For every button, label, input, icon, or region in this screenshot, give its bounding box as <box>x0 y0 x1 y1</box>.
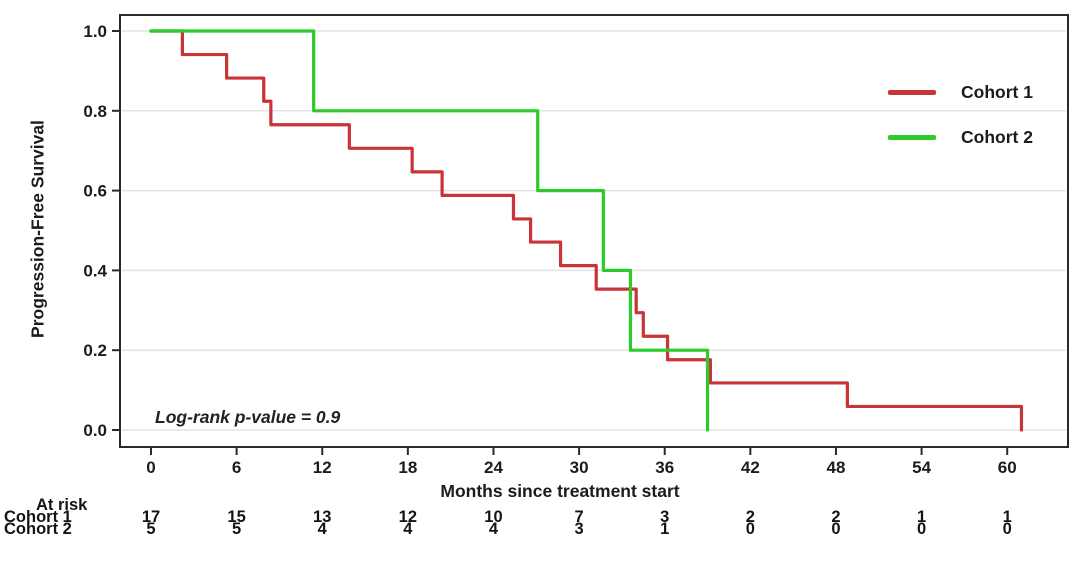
y-tick-label: 0.2 <box>83 341 107 360</box>
at-risk-count: 13 <box>313 508 332 526</box>
survival-curve-cohort-1 <box>149 29 1024 432</box>
at-risk-count: 1 <box>1002 508 1012 526</box>
at-risk-count: 1 <box>916 508 927 526</box>
at-risk-count: 3 <box>574 520 584 538</box>
at-risk-count: 2 <box>745 508 755 526</box>
at-risk-count: 3 <box>660 508 670 526</box>
at-risk-row: At risk <box>0 497 1080 514</box>
at-risk-row-label: Cohort 1 <box>4 508 72 526</box>
x-tick-label: 48 <box>826 458 845 477</box>
x-tick-label: 60 <box>998 458 1017 477</box>
y-tick-label: 0.8 <box>83 102 107 121</box>
legend: Cohort 1 Cohort 2 <box>888 70 1033 160</box>
legend-label: Cohort 2 <box>961 127 1033 147</box>
legend-item: Cohort 1 <box>888 70 1033 115</box>
at-risk-row: Cohort 2 5 5 4 4 4 3 1 0 0 0 0 <box>0 521 1080 538</box>
at-risk-count: 4 <box>317 520 327 538</box>
y-tick-label: 0.0 <box>83 421 107 440</box>
at-risk-count: 0 <box>745 520 755 538</box>
at-risk-row-label: Cohort 2 <box>4 520 72 538</box>
x-tick-label: 36 <box>655 458 674 477</box>
x-tick-label: 24 <box>484 458 503 477</box>
at-risk-count: 0 <box>831 520 841 538</box>
x-tick-label: 12 <box>313 458 332 477</box>
at-risk-count: 0 <box>916 520 927 538</box>
logrank-pvalue-annotation: Log-rank p-value = 0.9 <box>155 407 341 427</box>
legend-label: Cohort 1 <box>961 82 1033 102</box>
x-axis-title: Months since treatment start <box>440 481 680 501</box>
x-tick-label: 18 <box>398 458 417 477</box>
at-risk-count: 4 <box>488 520 499 538</box>
y-tick-label: 0.4 <box>83 261 107 280</box>
x-tick-label: 30 <box>570 458 589 477</box>
at-risk-count: 10 <box>484 508 503 526</box>
at-risk-count: 5 <box>146 520 156 538</box>
at-risk-row-label: At risk <box>36 496 88 514</box>
at-risk-count: 5 <box>232 520 242 538</box>
y-tick-label: 1.0 <box>83 22 107 41</box>
plot-border <box>119 14 1069 448</box>
y-tick-label: 0.6 <box>83 182 107 201</box>
at-risk-count: 15 <box>227 508 246 526</box>
at-risk-count: 17 <box>141 508 161 526</box>
legend-line-swatch <box>888 90 936 95</box>
at-risk-count: 1 <box>660 520 670 538</box>
x-tick-label: 54 <box>912 458 931 477</box>
at-risk-count: 7 <box>574 508 584 526</box>
at-risk-count: 4 <box>403 520 413 538</box>
x-tick-label: 6 <box>232 458 241 477</box>
legend-item: Cohort 2 <box>888 115 1033 160</box>
x-tick-label: 0 <box>146 458 155 477</box>
at-risk-count: 0 <box>1002 520 1012 538</box>
at-risk-row: Cohort 1 17 15 13 12 10 7 3 2 2 1 1 <box>0 509 1080 526</box>
legend-line-swatch <box>888 135 936 140</box>
survival-curve-cohort-2 <box>149 29 710 432</box>
at-risk-count: 12 <box>398 508 418 526</box>
x-tick-label: 42 <box>741 458 760 477</box>
y-axis-title: Progression-Free Survival <box>27 120 48 338</box>
at-risk-count: 2 <box>831 508 841 526</box>
